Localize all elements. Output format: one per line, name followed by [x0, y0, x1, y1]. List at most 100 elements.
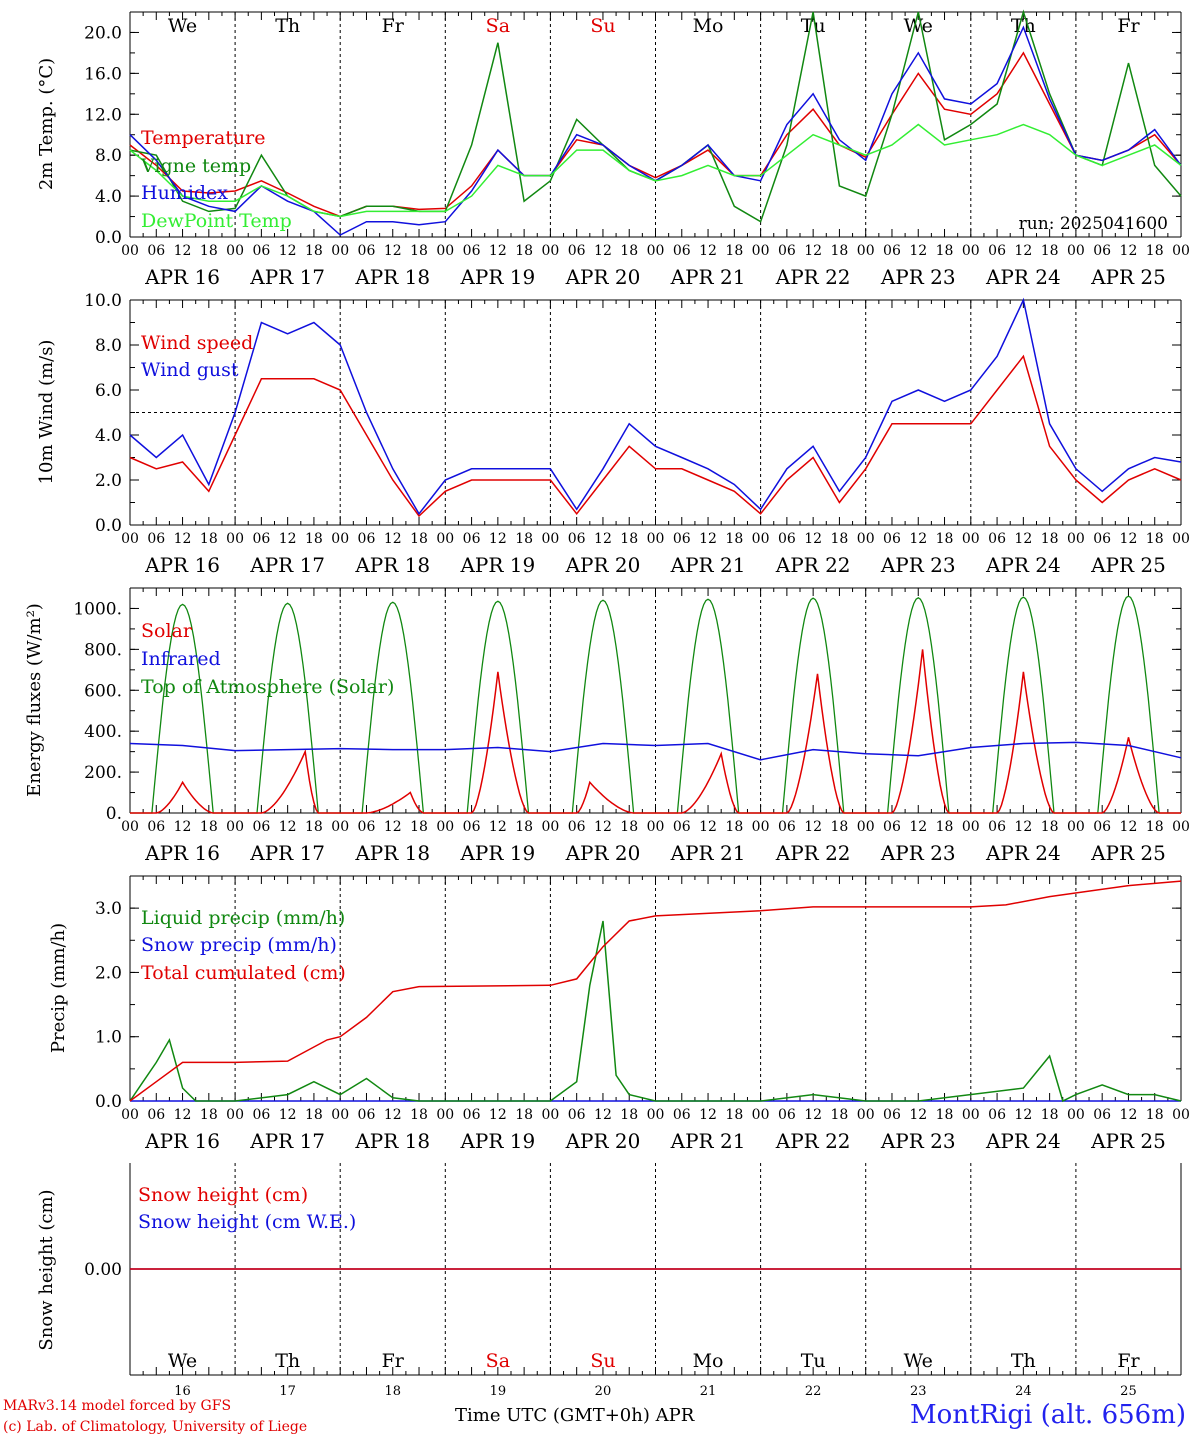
y-axis-label: 2m Temp. (°C) [36, 58, 57, 190]
date-label: APR 23 [880, 1129, 956, 1153]
day-name-label: We [904, 15, 933, 37]
hour-tick-label: 06 [463, 1107, 481, 1123]
day-number-label: 16 [174, 1384, 191, 1399]
hour-tick-label: 00 [752, 531, 770, 547]
hour-tick-label: 00 [541, 819, 559, 835]
y-tick-label: 0.00 [84, 1260, 122, 1280]
liquid-precip-line [129, 920, 1182, 1103]
hour-tick-label: 12 [174, 819, 192, 835]
hour-tick-label: 00 [857, 1107, 875, 1123]
date-label: APR 21 [670, 841, 746, 865]
day-name-label: Sa [486, 15, 510, 37]
hour-tick-label: 12 [909, 1107, 927, 1123]
y-axis-label: Energy fluxes (W/m²) [24, 603, 45, 797]
legend-entry: Wind speed [141, 332, 253, 354]
hour-tick-label: 06 [883, 243, 901, 259]
hour-tick-label: 06 [358, 531, 376, 547]
hour-tick-label: 12 [804, 1107, 822, 1123]
day-number-label: 22 [805, 1384, 822, 1399]
hour-tick-label: 12 [909, 243, 927, 259]
hour-tick-label: 18 [305, 531, 323, 547]
hour-tick-label: 06 [568, 1107, 586, 1123]
date-label: APR 19 [459, 1129, 535, 1153]
hour-tick-label: 06 [673, 1107, 691, 1123]
day-name-label: Su [590, 15, 615, 37]
solar-line [445, 671, 551, 814]
hour-tick-label: 18 [936, 1107, 954, 1123]
hour-tick-label: 06 [778, 819, 796, 835]
hour-tick-label: 12 [699, 1107, 717, 1123]
solar-line [340, 791, 446, 814]
hour-tick-label: 12 [384, 1107, 402, 1123]
hour-tick-label: 06 [1093, 1107, 1111, 1123]
hour-tick-label: 18 [200, 531, 218, 547]
day-name-label: We [904, 1350, 933, 1372]
legend-entry: Total cumulated (cm) [141, 962, 346, 984]
day-name-label: Fr [1117, 1350, 1140, 1372]
day-name-label: Su [590, 1350, 615, 1372]
hour-tick-label: 18 [1146, 1107, 1164, 1123]
hour-tick-label: 00 [752, 819, 770, 835]
hour-tick-label: 12 [174, 1107, 192, 1123]
date-label: APR 23 [880, 841, 956, 865]
date-label: APR 17 [249, 841, 325, 865]
hour-tick-label: 00 [331, 531, 349, 547]
hour-tick-label: 06 [252, 243, 270, 259]
hour-tick-label: 00 [857, 243, 875, 259]
y-tick-label: 3.0 [95, 899, 122, 919]
hour-tick-label: 06 [988, 531, 1006, 547]
day-name-label: Th [275, 1350, 300, 1372]
date-label: APR 25 [1090, 265, 1166, 289]
legend-entry: Solar [141, 620, 193, 642]
temperature-series-line [129, 51, 1182, 218]
hour-tick-label: 06 [778, 243, 796, 259]
hour-tick-label: 12 [279, 243, 297, 259]
date-label: APR 19 [459, 553, 535, 577]
solar-line [550, 780, 656, 814]
hour-tick-label: 06 [147, 243, 165, 259]
hour-tick-label: 06 [252, 1107, 270, 1123]
legend-entry: Top of Atmosphere (Solar) [141, 676, 394, 698]
date-label: APR 22 [775, 1129, 851, 1153]
hour-tick-label: 12 [804, 819, 822, 835]
hour-tick-label: 00 [1172, 819, 1190, 835]
date-label: APR 17 [249, 265, 325, 289]
date-label: APR 23 [880, 265, 956, 289]
day-number-label: 21 [700, 1384, 717, 1399]
toa-solar-line [1075, 595, 1181, 814]
y-tick-label: 4.0 [95, 426, 122, 446]
hour-tick-label: 00 [647, 531, 665, 547]
hour-tick-label: 00 [647, 819, 665, 835]
date-label: APR 17 [249, 1129, 325, 1153]
date-label: APR 16 [144, 553, 220, 577]
hour-tick-label: 00 [1172, 531, 1190, 547]
hour-tick-label: 00 [331, 1107, 349, 1123]
hour-tick-label: 06 [988, 819, 1006, 835]
legend-entry: Humidex [141, 182, 228, 204]
hour-tick-label: 18 [410, 243, 428, 259]
hour-tick-label: 18 [725, 1107, 743, 1123]
hour-tick-label: 00 [752, 243, 770, 259]
y-tick-label: 8.0 [95, 146, 122, 166]
hour-tick-label: 12 [489, 531, 507, 547]
hour-tick-label: 18 [936, 243, 954, 259]
date-label: APR 17 [249, 553, 325, 577]
hour-tick-label: 12 [804, 243, 822, 259]
hour-tick-label: 06 [568, 243, 586, 259]
date-label: APR 16 [144, 841, 220, 865]
run-label: run: 2025041600 [1019, 214, 1168, 234]
hour-tick-label: 18 [936, 819, 954, 835]
hour-tick-label: 18 [620, 243, 638, 259]
hour-tick-label: 18 [936, 531, 954, 547]
hour-tick-label: 18 [831, 1107, 849, 1123]
hour-tick-label: 06 [883, 1107, 901, 1123]
day-name-label: Mo [693, 1350, 724, 1372]
day-number-label: 20 [595, 1384, 612, 1399]
hour-tick-label: 00 [541, 531, 559, 547]
day-number-label: 17 [279, 1384, 296, 1399]
hour-tick-label: 00 [226, 531, 244, 547]
date-label: APR 19 [459, 841, 535, 865]
temperature-series-line [129, 25, 1182, 236]
day-name-label: Sa [486, 1350, 510, 1372]
solar-line [760, 673, 866, 814]
